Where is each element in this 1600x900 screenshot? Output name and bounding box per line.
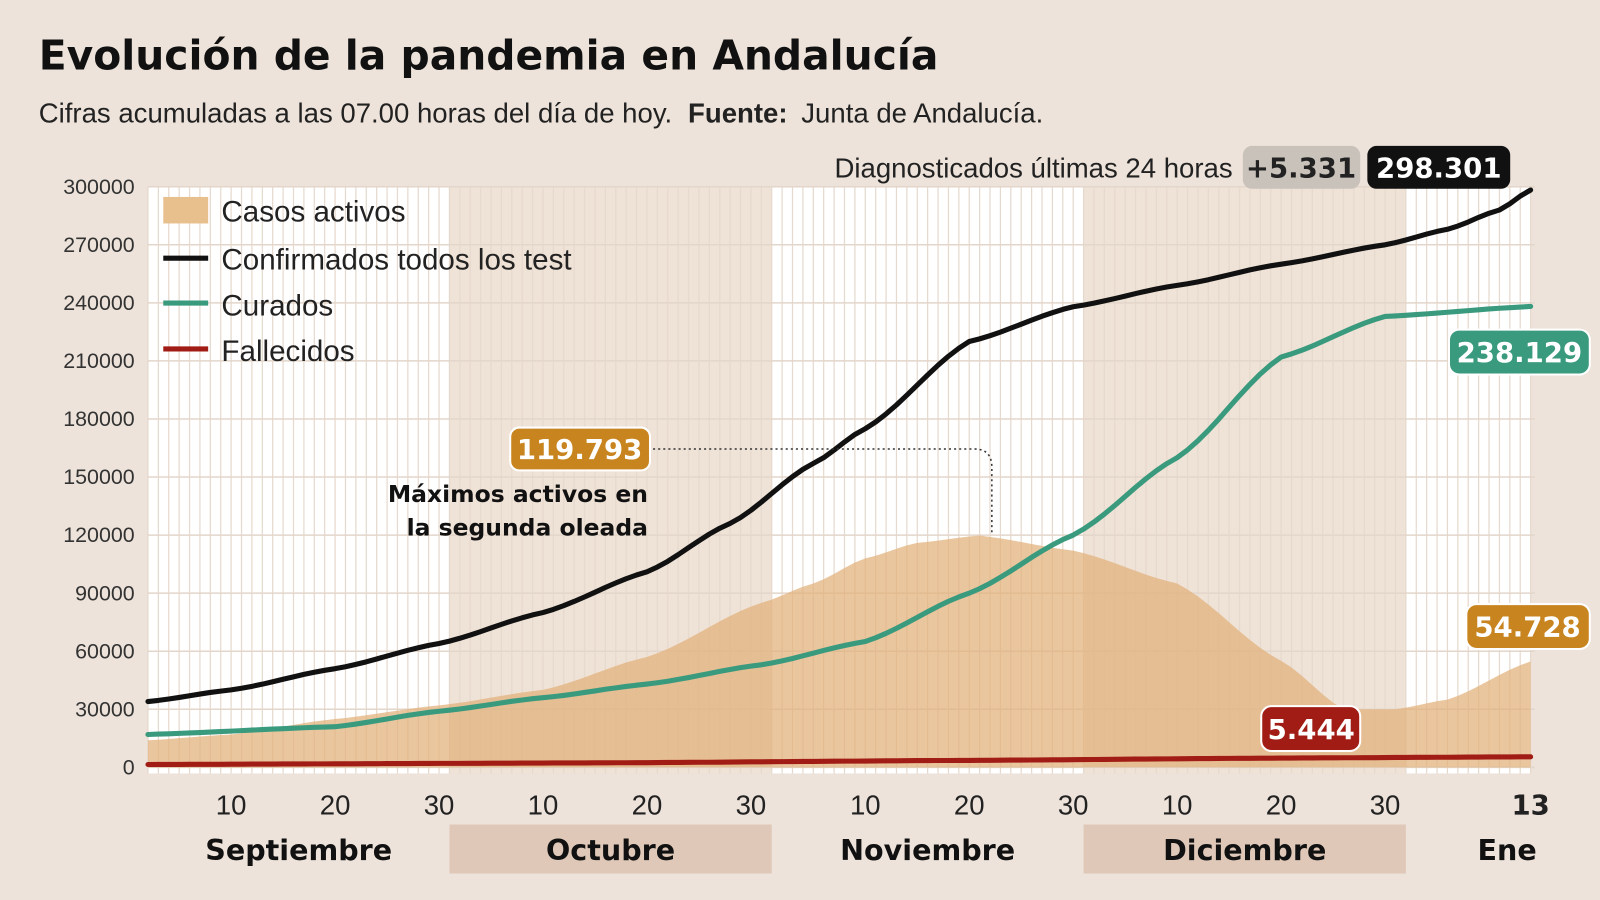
- series: [145, 187, 1534, 768]
- x-tick-label: 10: [850, 789, 881, 820]
- fallecidos-badge: [1260, 705, 1362, 753]
- x-tick-label: 30: [424, 789, 455, 820]
- month-label: Noviembre: [840, 833, 1015, 867]
- x-tick-label: 30: [1370, 789, 1401, 820]
- diagnosed-delta-badge: [1242, 145, 1361, 189]
- area-casos-activos: [147, 535, 1531, 768]
- legend-fallecidos: Fallecidos: [221, 335, 354, 368]
- subtitle-prefix: Cifras acumuladas a las 07.00 horas del …: [39, 97, 672, 128]
- y-tick-label: 210000: [63, 349, 135, 373]
- legend-curados: Curados: [221, 289, 333, 322]
- month-label: Diciembre: [1163, 833, 1326, 867]
- annotation-leader: [653, 448, 993, 533]
- month-label: Ene: [1478, 833, 1537, 867]
- fallecidos-end-value: 5.444: [1268, 714, 1355, 746]
- y-tick-label: 270000: [63, 233, 135, 257]
- x-tick-label: 10: [1162, 789, 1193, 820]
- x-tick-label: 10: [528, 789, 559, 820]
- subtitle: Cifras acumuladas a las 07.00 horas del …: [39, 97, 1044, 128]
- annotation-line2: la segunda oleada: [407, 514, 648, 542]
- subtitle-source-label: Fuente:: [688, 97, 787, 128]
- month-label: Octubre: [546, 833, 675, 867]
- annotation-line1: Máximos activos en: [388, 480, 648, 508]
- x-tick-label: 20: [1266, 789, 1297, 820]
- end-labels: 238.129 54.728 5.444: [1260, 328, 1591, 753]
- x-tick-label: 30: [736, 789, 767, 820]
- x-tick-label: 30: [1058, 789, 1089, 820]
- diagnosed-delta: +5.331: [1246, 153, 1356, 185]
- diagnosed-label: Diagnosticados últimas 24 horas: [835, 153, 1233, 184]
- x-tick-label: 20: [954, 789, 985, 820]
- line-fallecidos: [145, 754, 1534, 768]
- y-tick-label: 90000: [75, 581, 135, 605]
- y-tick-label: 0: [123, 755, 135, 779]
- line-curados: [145, 303, 1534, 738]
- legend-swatch-activos: [163, 196, 209, 224]
- peak-annotation: 119.793 Máximos activos en la segunda ol…: [388, 426, 993, 542]
- x-tick-label: 13: [1511, 789, 1549, 821]
- legend-activos: Casos activos: [221, 195, 405, 228]
- diagnosed-total-badge: [1367, 145, 1511, 189]
- y-tick-label: 300000: [63, 175, 135, 199]
- legend: Casos activos Confirmados todos los test…: [163, 195, 572, 368]
- page-title: Evolución de la pandemia en Andalucía: [39, 31, 939, 79]
- activos-end-value: 54.728: [1474, 612, 1580, 644]
- y-tick-label: 180000: [63, 407, 135, 431]
- x-tick-label: 20: [320, 789, 351, 820]
- x-tick-label: 10: [216, 789, 247, 820]
- y-tick-label: 30000: [75, 697, 135, 721]
- line-confirmados: [145, 187, 1534, 705]
- activos-badge: [1465, 603, 1591, 650]
- axes: Septiembre Octubre Noviembre Diciembre Ene 0 3…: [63, 175, 1550, 874]
- y-tick-label: 240000: [63, 291, 135, 315]
- y-tick-label: 120000: [63, 523, 135, 547]
- subtitle-source: Junta de Andalucía.: [801, 97, 1043, 128]
- y-tick-label: 150000: [63, 465, 135, 489]
- y-tick-label: 60000: [75, 639, 135, 663]
- curados-end-value: 238.129: [1457, 337, 1582, 369]
- month-label-box: [449, 824, 772, 874]
- peak-value: 119.793: [517, 434, 642, 466]
- peak-badge: [509, 426, 652, 472]
- legend-confirmados: Confirmados todos los test: [221, 243, 571, 276]
- curados-badge: [1447, 328, 1591, 376]
- diagnosed-total: 298.301: [1376, 153, 1501, 185]
- grid: [147, 185, 1535, 774]
- month-label-box: [1083, 824, 1406, 874]
- x-tick-label: 20: [632, 789, 663, 820]
- month-label: Septiembre: [205, 833, 392, 867]
- diagnosed-summary: Diagnosticados últimas 24 horas +5.331 2…: [835, 145, 1511, 189]
